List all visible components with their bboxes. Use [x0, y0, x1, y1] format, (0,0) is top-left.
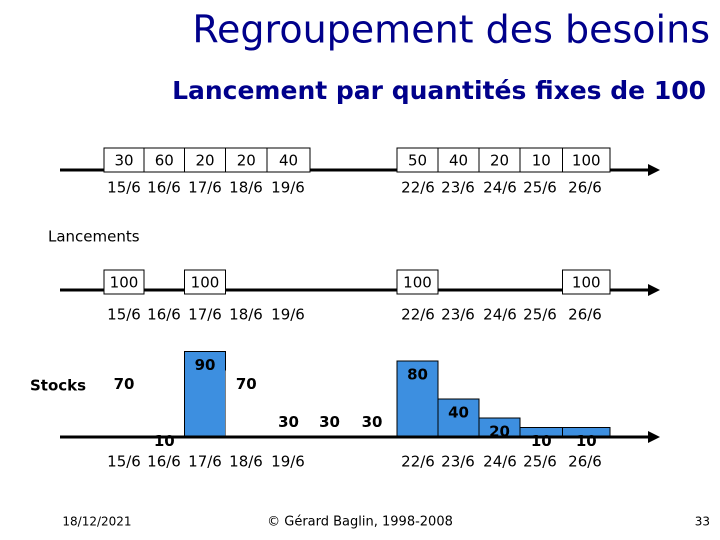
stock-label: 10 [154, 432, 175, 450]
stock-bar [309, 408, 350, 437]
arrow-head [648, 431, 660, 443]
quantity-label: 40 [449, 152, 468, 170]
stock-label: 30 [278, 413, 299, 431]
quantity-label: 100 [572, 152, 601, 170]
quantity-label: 20 [195, 152, 214, 170]
footer-copyright: © Gérard Baglin, 1998-2008 [267, 515, 453, 530]
stock-label: 30 [362, 413, 383, 431]
date-label: 18/6 [229, 453, 263, 471]
date-label: 16/6 [147, 306, 181, 324]
date-label: 19/6 [271, 453, 305, 471]
date-label: 16/6 [147, 453, 181, 471]
date-label: 17/6 [188, 306, 222, 324]
date-label: 26/6 [568, 306, 602, 324]
date-label: 22/6 [401, 453, 435, 471]
date-label: 24/6 [483, 453, 517, 471]
quantity-box [266, 147, 311, 173]
quantity-label: 100 [403, 274, 432, 292]
date-label: 15/6 [107, 453, 141, 471]
quantity-label: 50 [408, 152, 427, 170]
stock-label: 10 [576, 432, 597, 450]
title: Regroupement des besoins [192, 8, 710, 52]
quantity-box [143, 147, 185, 173]
stocks-label: Stocks [30, 377, 86, 395]
stock-bar [396, 360, 439, 438]
subtitle: Lancement par quantités fixes de 100 [172, 76, 706, 105]
arrow-head [648, 164, 660, 176]
date-label: 24/6 [483, 306, 517, 324]
stock-bar [267, 408, 310, 437]
quantity-box [562, 269, 611, 295]
date-label: 23/6 [441, 306, 475, 324]
date-label: 15/6 [107, 306, 141, 324]
arrow-head [648, 284, 660, 296]
quantity-label: 10 [532, 152, 551, 170]
date-label: 22/6 [401, 179, 435, 197]
stock-label: 40 [448, 404, 469, 422]
stock-label: 10 [531, 432, 552, 450]
stock-bar [437, 398, 480, 438]
date-label: 26/6 [568, 453, 602, 471]
quantity-label: 60 [155, 152, 174, 170]
quantity-label: 20 [490, 152, 509, 170]
quantity-box [562, 147, 611, 173]
date-label: 19/6 [271, 179, 305, 197]
stock-label: 30 [319, 413, 340, 431]
date-label: 17/6 [188, 179, 222, 197]
stock-label: 80 [407, 366, 428, 384]
quantity-label: 30 [114, 152, 133, 170]
date-label: 23/6 [441, 179, 475, 197]
stock-bar [104, 370, 144, 437]
date-label: 15/6 [107, 179, 141, 197]
date-label: 24/6 [483, 179, 517, 197]
date-label: 18/6 [229, 179, 263, 197]
stock-bar [144, 427, 185, 437]
quantity-box [184, 147, 226, 173]
stock-label: 90 [195, 356, 216, 374]
quantity-label: 100 [191, 274, 220, 292]
date-label: 22/6 [401, 306, 435, 324]
date-label: 25/6 [523, 179, 557, 197]
stock-label: 70 [114, 375, 135, 393]
quantity-label: 20 [237, 152, 256, 170]
quantity-label: 100 [110, 274, 139, 292]
launches-label: Lancements [48, 228, 140, 246]
footer-page: 33 [695, 515, 710, 529]
stock-bar [225, 370, 267, 437]
quantity-label: 100 [572, 274, 601, 292]
date-label: 23/6 [441, 453, 475, 471]
quantity-box [519, 147, 563, 173]
stock-bar [350, 408, 394, 437]
quantity-box [396, 269, 439, 295]
quantity-box [184, 269, 226, 295]
date-label: 16/6 [147, 179, 181, 197]
quantity-box [103, 269, 145, 295]
date-label: 25/6 [523, 453, 557, 471]
date-label: 19/6 [271, 306, 305, 324]
date-label: 17/6 [188, 453, 222, 471]
date-label: 18/6 [229, 306, 263, 324]
quantity-label: 40 [279, 152, 298, 170]
footer-date: 18/12/2021 [62, 515, 131, 529]
date-label: 25/6 [523, 306, 557, 324]
date-label: 26/6 [568, 179, 602, 197]
stock-label: 70 [236, 375, 257, 393]
